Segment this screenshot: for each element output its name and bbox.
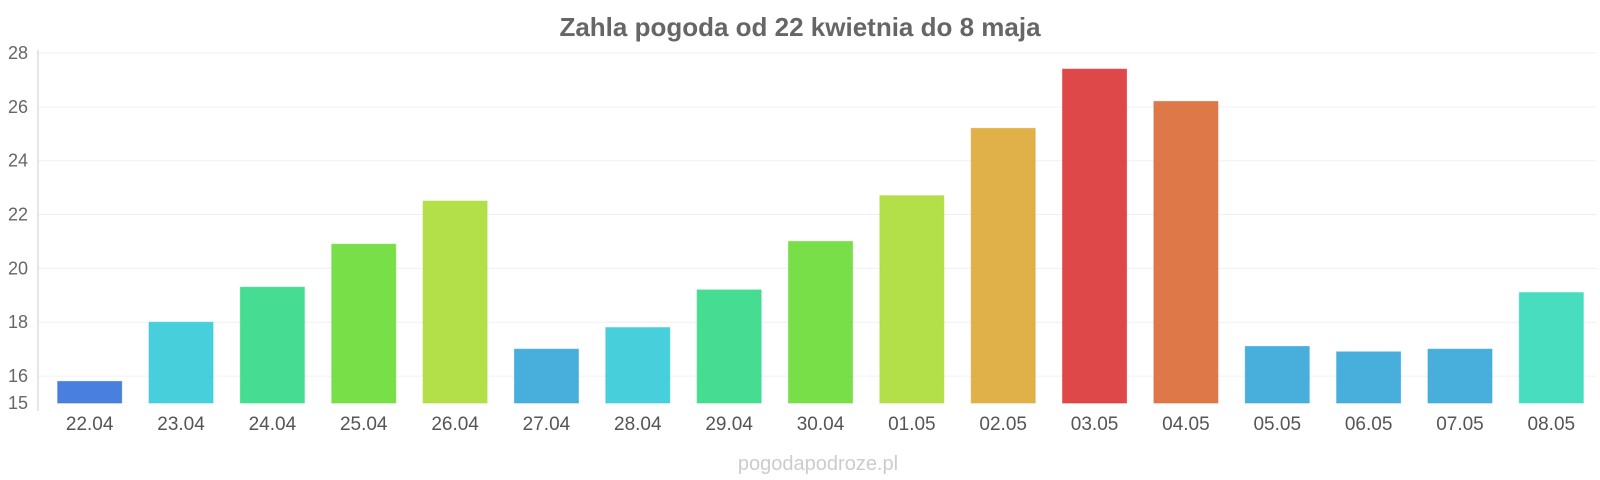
x-tick-label: 27.04 [523, 414, 571, 435]
bar [879, 195, 945, 404]
bar [1427, 348, 1493, 404]
y-tick-label: 28 [8, 43, 28, 63]
y-tick-label: 26 [8, 97, 28, 117]
x-tick-label: 03.05 [1071, 414, 1119, 435]
bar [57, 380, 123, 404]
x-tick-label: 08.05 [1528, 414, 1576, 435]
x-tick-label: 05.05 [1253, 414, 1301, 435]
x-tick-label: 07.05 [1436, 414, 1484, 435]
bar [1518, 292, 1584, 404]
x-tick-label: 22.04 [66, 414, 114, 435]
bar [1062, 68, 1128, 404]
y-axis: 15 16 18 20 22 24 26 28 [8, 43, 39, 413]
x-tick-label: 28.04 [614, 414, 662, 435]
x-tick-label: 04.05 [1162, 414, 1210, 435]
source-label: pogodapodroze.pl [738, 453, 898, 475]
x-tick-label: 02.05 [979, 414, 1027, 435]
bar [1336, 351, 1402, 404]
y-tick-label: 16 [8, 366, 28, 386]
bar [1153, 100, 1219, 404]
x-tick-label: 25.04 [340, 414, 388, 435]
bar [148, 321, 214, 404]
y-tick-label: 22 [8, 205, 28, 225]
y-tick-label: 24 [8, 151, 28, 171]
x-tick-label: 29.04 [705, 414, 753, 435]
bar [605, 327, 671, 404]
x-tick-label: 01.05 [888, 414, 936, 435]
bar [239, 286, 305, 404]
bar [788, 240, 853, 404]
x-tick-label: 30.04 [797, 414, 845, 435]
y-tick-label: 20 [8, 258, 28, 278]
bar [1244, 345, 1310, 404]
bar [970, 127, 1036, 404]
chart-title: Zahla pogoda od 22 kwietnia do 8 maja [559, 12, 1041, 42]
y-tick-label: 18 [8, 312, 28, 332]
bar [331, 243, 397, 404]
y-tick-label: 15 [8, 393, 28, 413]
bars [57, 68, 1584, 404]
x-tick-label: 24.04 [249, 414, 297, 435]
bar [696, 289, 762, 404]
x-tick-label: 06.05 [1345, 414, 1393, 435]
x-axis: 22.04 23.04 24.04 25.04 26.04 27.04 28.04 29.04… [66, 414, 1575, 435]
bar [513, 348, 579, 404]
x-tick-label: 23.04 [157, 414, 205, 435]
x-tick-label: 26.04 [431, 414, 479, 435]
bar [422, 200, 488, 404]
